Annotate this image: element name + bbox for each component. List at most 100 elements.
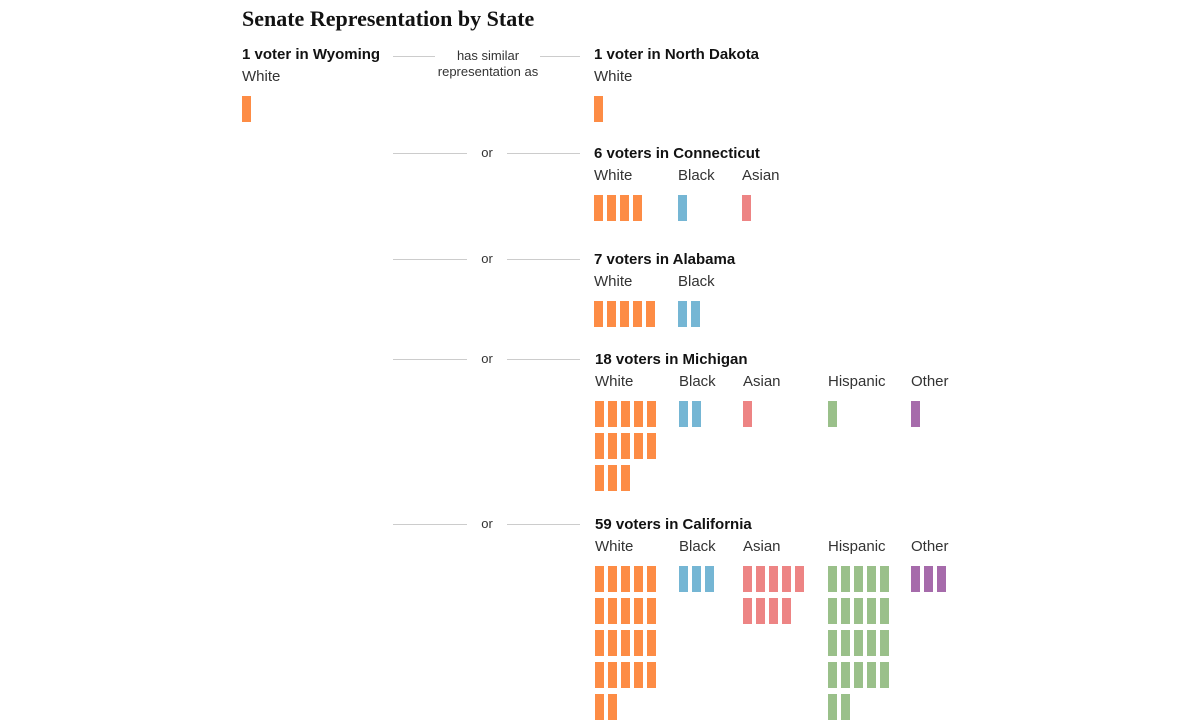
group-label: Black	[679, 538, 716, 555]
voter-unit	[608, 465, 617, 491]
state-heading: 18 voters in Michigan	[595, 351, 748, 368]
voter-unit	[880, 630, 889, 656]
voter-unit	[841, 566, 850, 592]
connector-text: has similar representation as	[437, 48, 539, 79]
group-white: White	[595, 538, 656, 720]
voter-unit	[595, 598, 604, 624]
voter-unit	[828, 401, 837, 427]
voter-unit	[621, 433, 630, 459]
voter-unit	[867, 662, 876, 688]
comparison-state: 59 voters in California White Black Asian Hi…	[595, 516, 949, 720]
unit-grid	[743, 566, 804, 624]
group-other: Other	[911, 538, 972, 592]
voter-unit	[634, 401, 643, 427]
comparison-state: 1 voter in North Dakota White	[594, 46, 760, 122]
unit-grid	[595, 401, 656, 491]
voter-unit	[691, 301, 700, 327]
voter-unit	[743, 598, 752, 624]
group-hispanic: Hispanic	[828, 538, 889, 720]
voter-unit	[679, 566, 688, 592]
voter-unit	[692, 401, 701, 427]
voter-unit	[756, 566, 765, 592]
voter-unit	[607, 301, 616, 327]
voter-unit	[594, 195, 603, 221]
voter-unit	[828, 598, 837, 624]
connector-line	[540, 56, 580, 57]
group-white: White	[594, 68, 655, 122]
connector-line	[507, 259, 580, 260]
group-label: White	[594, 68, 633, 85]
state-heading: 1 voter in Wyoming	[242, 46, 381, 63]
voter-unit	[608, 630, 617, 656]
group-white: White	[242, 68, 303, 122]
voter-unit	[854, 662, 863, 688]
voter-unit	[782, 566, 791, 592]
voter-unit	[634, 598, 643, 624]
group-label: Other	[911, 538, 949, 555]
voter-unit	[705, 566, 714, 592]
voter-unit	[634, 566, 643, 592]
unit-grid	[743, 401, 804, 427]
voter-unit	[678, 195, 687, 221]
state-heading: 1 voter in North Dakota	[594, 46, 760, 63]
unit-grid	[242, 96, 303, 122]
voter-unit	[607, 195, 616, 221]
chart-title: Senate Representation by State	[242, 6, 535, 31]
voter-unit	[621, 401, 630, 427]
voter-unit	[634, 662, 643, 688]
voter-unit	[594, 96, 603, 122]
group-other: Other	[911, 373, 972, 427]
group-hispanic: Hispanic	[828, 373, 889, 427]
unit-grid	[828, 401, 889, 427]
voter-unit	[828, 566, 837, 592]
unit-grid	[594, 96, 655, 122]
voter-unit	[854, 598, 863, 624]
voter-unit	[608, 566, 617, 592]
voter-unit	[621, 662, 630, 688]
voter-unit	[854, 630, 863, 656]
group-label: White	[595, 373, 634, 390]
group-asian: Asian	[742, 167, 803, 221]
state-heading: 6 voters in Connecticut	[594, 145, 760, 162]
voter-unit	[242, 96, 251, 122]
voter-unit	[924, 566, 933, 592]
connector-line	[507, 524, 580, 525]
voter-unit	[647, 566, 656, 592]
group-label: White	[594, 167, 633, 184]
unit-grid	[594, 301, 655, 327]
voter-unit	[841, 630, 850, 656]
voter-unit	[633, 301, 642, 327]
voter-unit	[608, 433, 617, 459]
unit-grid	[679, 566, 740, 592]
state-heading: 7 voters in Alabama	[594, 251, 736, 268]
connector-or: or	[481, 351, 493, 366]
group-white: White	[594, 167, 655, 221]
voter-unit	[608, 694, 617, 720]
voter-unit	[742, 195, 751, 221]
voter-unit	[911, 566, 920, 592]
group-label: White	[595, 538, 634, 555]
voter-unit	[608, 401, 617, 427]
voter-unit	[647, 433, 656, 459]
unit-grid	[594, 195, 655, 221]
voter-unit	[608, 662, 617, 688]
voter-unit	[647, 630, 656, 656]
voter-unit	[937, 566, 946, 592]
voter-unit	[620, 301, 629, 327]
voter-unit	[646, 301, 655, 327]
voter-unit	[594, 301, 603, 327]
voter-unit	[595, 662, 604, 688]
comparison-state: 18 voters in Michigan White Black Asian Hisp…	[595, 351, 949, 491]
connector-or: or	[481, 145, 493, 160]
unit-grid	[678, 301, 739, 327]
voter-unit	[769, 598, 778, 624]
connector-line	[393, 359, 467, 360]
group-asian: Asian	[743, 538, 804, 624]
unit-grid	[911, 401, 972, 427]
voter-unit	[595, 630, 604, 656]
unit-grid	[595, 566, 656, 720]
group-label: Other	[911, 373, 949, 390]
voter-unit	[795, 566, 804, 592]
group-label: Black	[678, 167, 715, 184]
voter-unit	[647, 662, 656, 688]
